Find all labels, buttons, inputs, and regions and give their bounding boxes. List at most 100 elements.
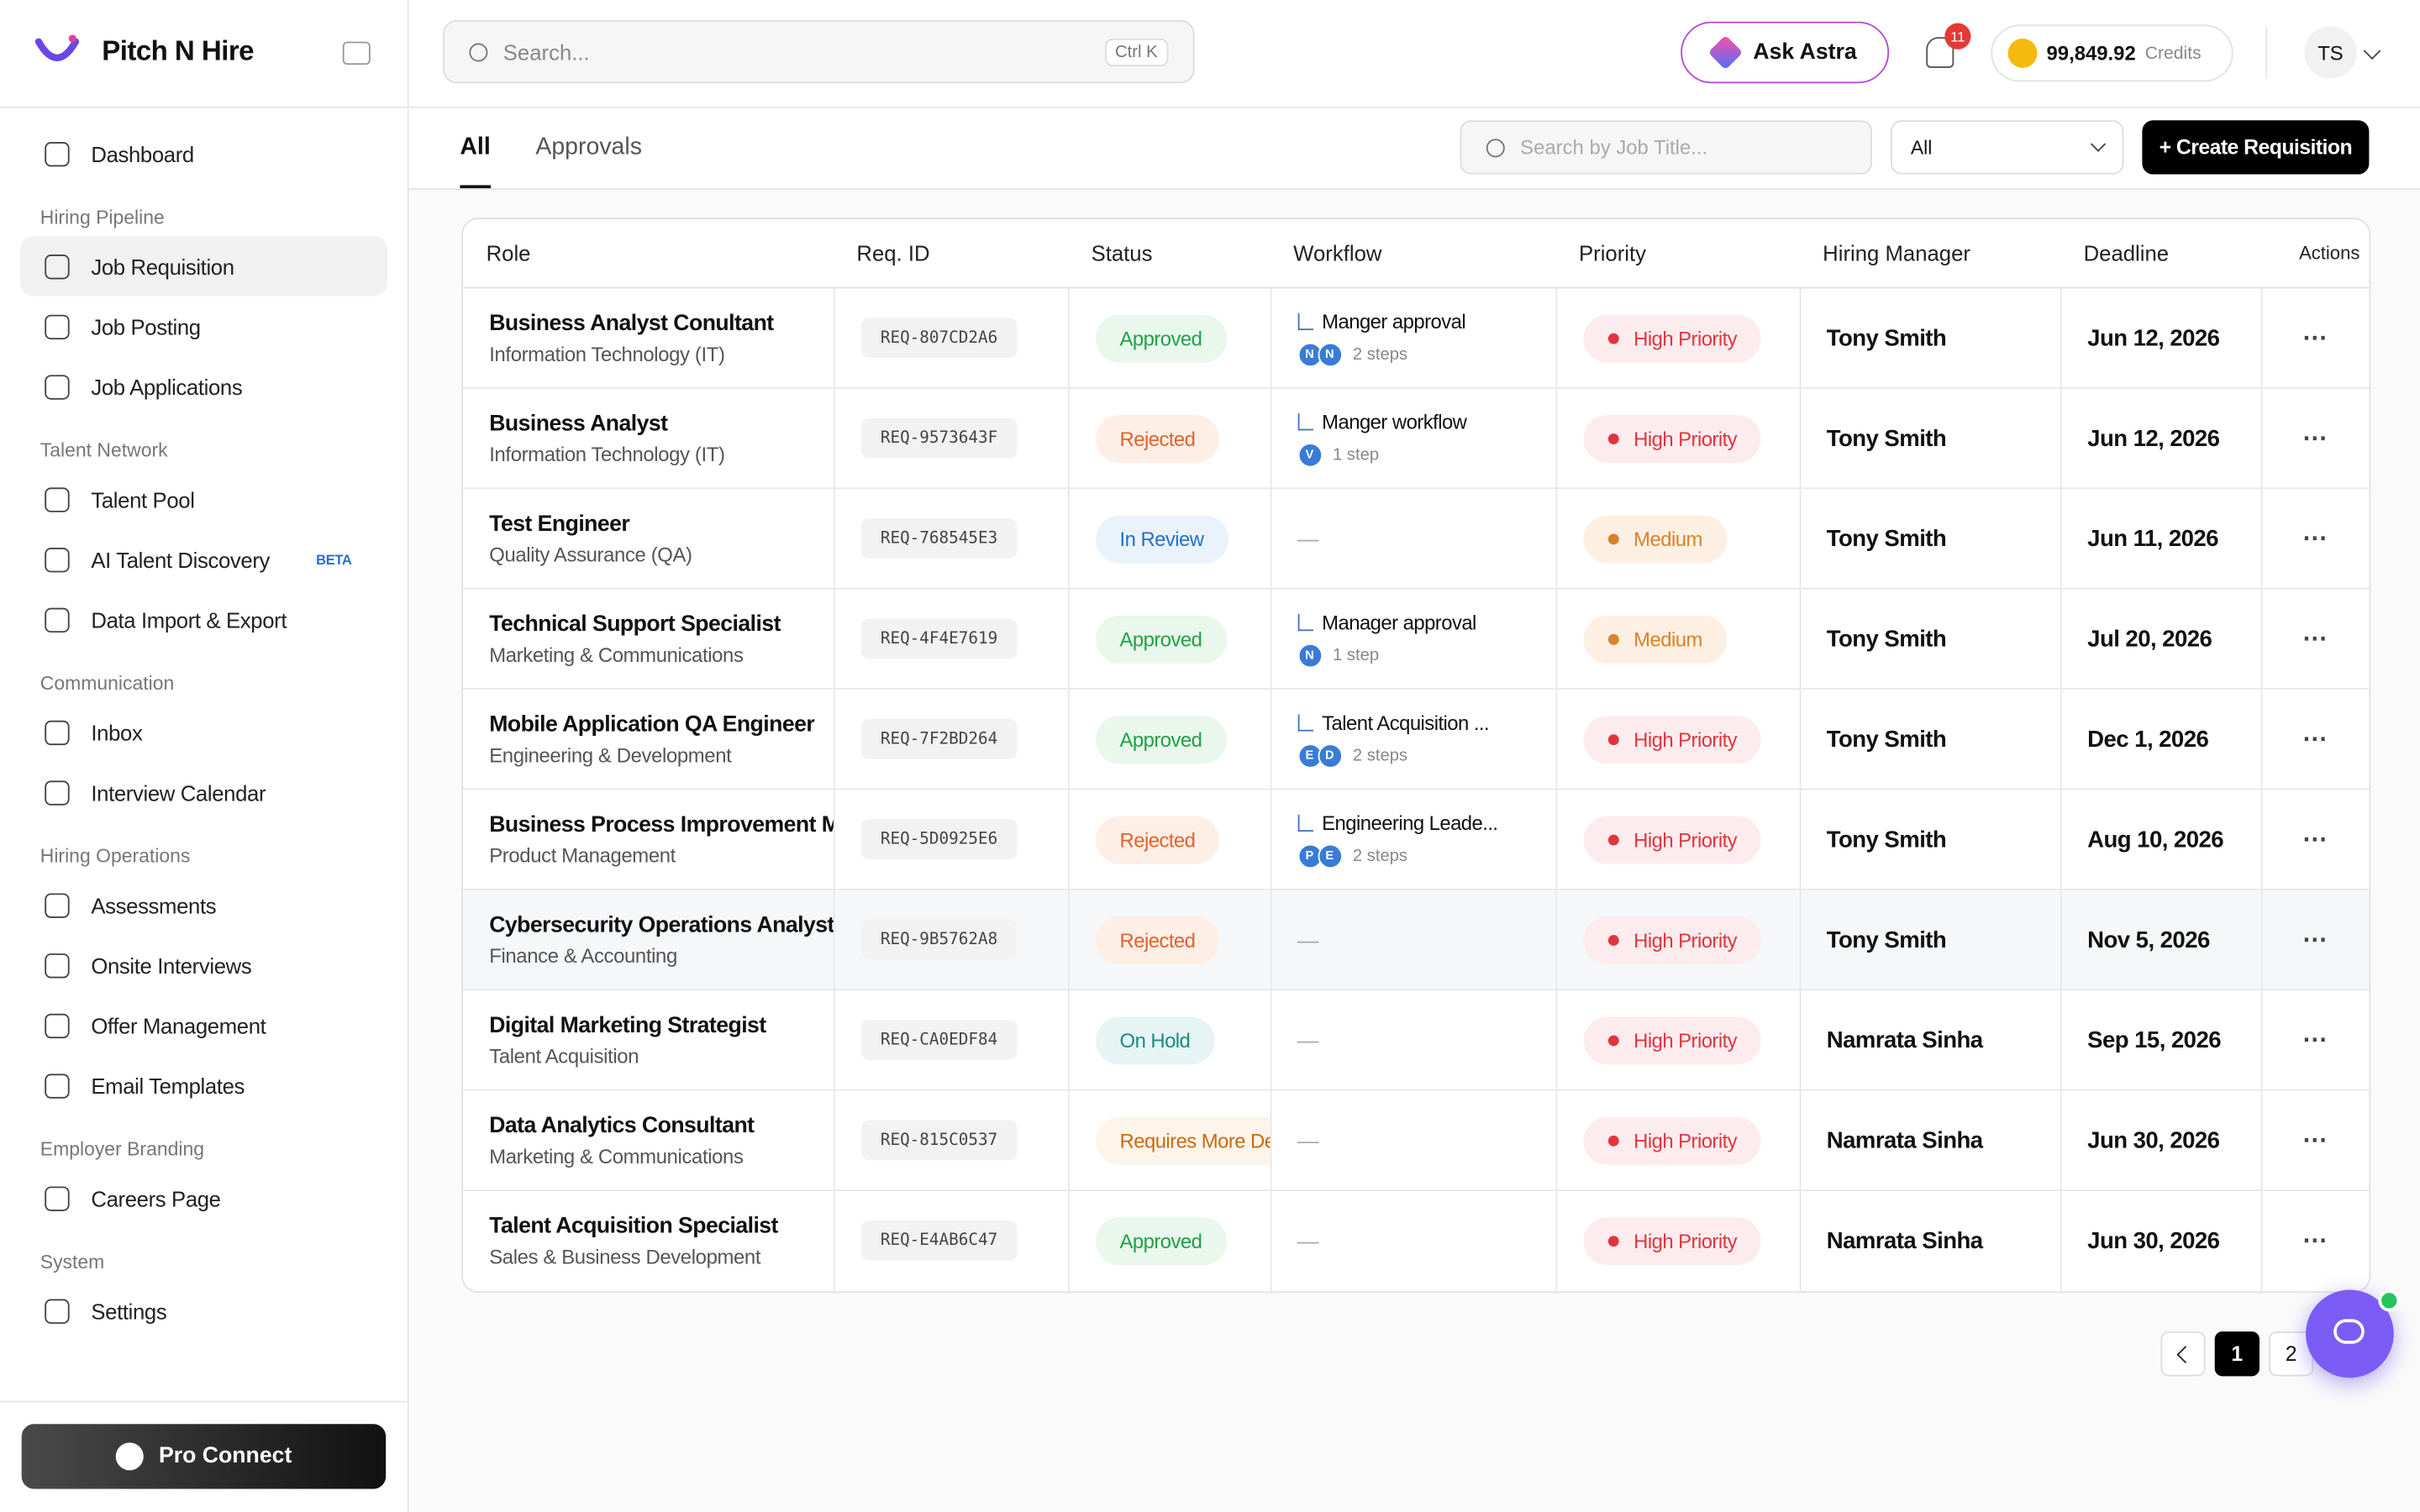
priority-cell: High Priority xyxy=(1555,387,1800,490)
row[interactable]: Mobile Application QA Engineer Engineerin… xyxy=(463,689,2370,790)
label: Settings xyxy=(91,1298,167,1323)
page-button[interactable]: 1 xyxy=(2214,1331,2260,1377)
icon xyxy=(45,892,70,917)
table-body: Business Analyst Conultant Information Te… xyxy=(463,287,2370,1291)
workflow-name: Manger approval xyxy=(1322,309,1466,333)
actions-menu[interactable]: ⋯ xyxy=(2302,626,2329,653)
workflow-name: Manger workflow xyxy=(1322,409,1467,433)
priority-cell: Medium xyxy=(1555,588,1800,690)
deadline: Nov 5, 2026 xyxy=(2087,926,2210,953)
nav-item[interactable]: Email Templates xyxy=(20,1055,387,1116)
priority: High Priority xyxy=(1582,916,1762,964)
nav-item[interactable]: Interview Calendar xyxy=(20,762,387,822)
row[interactable]: Talent Acquisition Specialist Sales & Bus… xyxy=(463,1190,2370,1291)
logo[interactable]: Pitch N Hire xyxy=(34,34,255,67)
row[interactable]: Test Engineer Quality Assurance (QA) REQ-7… xyxy=(463,488,2370,590)
actions-menu[interactable]: ⋯ xyxy=(2302,425,2329,453)
role: Mobile Application QA Engineer xyxy=(489,711,815,738)
actions-menu[interactable]: ⋯ xyxy=(2302,727,2329,753)
deadline: Jul 20, 2026 xyxy=(2087,625,2212,653)
nav-item[interactable]: Onsite Interviews xyxy=(20,935,387,995)
actions-menu[interactable]: ⋯ xyxy=(2302,1127,2329,1154)
step-count: 1 step xyxy=(1333,444,1380,464)
row[interactable]: Cybersecurity Operations Analyst Finance … xyxy=(463,889,2370,991)
label: Job Posting xyxy=(91,313,201,339)
req-id: REQ-815C0537 xyxy=(860,1120,1018,1161)
nav-item[interactable]: Job Applications xyxy=(20,356,387,417)
nav-item[interactable]: Settings xyxy=(20,1280,387,1341)
manager-cell: Tony Smith xyxy=(1798,789,2061,890)
prev-page[interactable] xyxy=(2160,1331,2206,1377)
row[interactable]: Data Analytics Consultant Marketing & Com… xyxy=(463,1089,2370,1191)
row[interactable]: Digital Marketing Strategist Talent Acqui… xyxy=(463,990,2370,1091)
create-requisition-button[interactable]: + Create Requisition xyxy=(2142,120,2370,175)
nav-item[interactable]: Job Requisition xyxy=(19,236,388,297)
nav-item[interactable]: Talent Pool xyxy=(20,469,387,529)
user-avatar[interactable]: TS xyxy=(2304,26,2357,79)
label: Talent Pool xyxy=(91,486,195,512)
icon xyxy=(45,1012,70,1038)
actions-menu[interactable]: ⋯ xyxy=(2302,325,2329,352)
manager-cell: Namrata Sinha xyxy=(1798,1089,2061,1191)
nav-item[interactable]: Careers Page xyxy=(20,1168,387,1228)
tab[interactable]: Approvals xyxy=(535,134,642,161)
online-indicator xyxy=(2378,1289,2401,1312)
status-cell: In Review xyxy=(1067,488,1270,590)
deadline-cell: Jun 12, 2026 xyxy=(2060,287,2261,389)
user-menu[interactable] xyxy=(2363,42,2381,60)
priority-cell: High Priority xyxy=(1555,889,1800,991)
status-cell: Rejected xyxy=(1067,789,1270,890)
nav: Dashboard Hiring Pipeline Job Requisition J… xyxy=(0,123,408,1341)
deadline: Jun 30, 2026 xyxy=(2087,1126,2220,1153)
priority: Medium xyxy=(1582,514,1728,563)
priority: High Priority xyxy=(1582,414,1762,463)
nav-item[interactable]: AI Talent Discovery BETA xyxy=(20,529,387,590)
row[interactable]: Business Process Improvement M Product Ma… xyxy=(463,789,2370,890)
icon xyxy=(45,953,70,978)
nav-item[interactable]: Job Posting xyxy=(20,297,387,357)
actions-menu[interactable]: ⋯ xyxy=(2302,1027,2329,1054)
manager: Tony Smith xyxy=(1826,826,1947,853)
role-cell: Business Analyst Conultant Information Te… xyxy=(463,287,834,389)
req-id: REQ-7F2BD264 xyxy=(860,718,1018,759)
pro-connect-button[interactable]: Pro Connect xyxy=(21,1424,387,1489)
tab[interactable]: All xyxy=(460,134,491,189)
credits[interactable]: 99,849.92 Credits xyxy=(1991,24,2233,82)
row[interactable]: Business Analyst Conultant Information Te… xyxy=(463,287,2370,389)
nav-item[interactable]: Dashboard xyxy=(20,123,387,184)
icon xyxy=(45,374,70,399)
actions-menu[interactable]: ⋯ xyxy=(2302,927,2329,954)
notifications[interactable] xyxy=(1926,37,1954,68)
nav-item[interactable]: Data Import & Export xyxy=(20,590,387,650)
req-id: REQ-807CD2A6 xyxy=(860,318,1018,359)
nav-item[interactable]: Assessments xyxy=(20,874,387,935)
sidebar: Pitch N Hire Dashboard Hiring Pipeline Job… xyxy=(0,0,409,1512)
priority: High Priority xyxy=(1582,815,1762,864)
section-title: Hiring Operations xyxy=(39,845,191,868)
ask-astra-button[interactable]: Ask Astra xyxy=(1681,21,1890,84)
role: Digital Marketing Strategist xyxy=(489,1012,766,1038)
job-search[interactable]: Search by Job Title... xyxy=(1460,120,1872,175)
nav-item[interactable]: Inbox xyxy=(20,702,387,763)
actions-menu[interactable]: ⋯ xyxy=(2302,1228,2329,1255)
nav-item[interactable]: Offer Management xyxy=(20,995,387,1056)
req-id: REQ-9B5762A8 xyxy=(860,919,1018,960)
id-cell: REQ-4F4E7619 xyxy=(832,588,1069,690)
filter-dropdown[interactable]: All xyxy=(1890,120,2124,175)
label: Careers Page xyxy=(91,1185,221,1210)
priority-cell: High Priority xyxy=(1555,689,1800,790)
manager: Namrata Sinha xyxy=(1826,1126,1983,1153)
icon xyxy=(45,486,70,512)
row[interactable]: Business Analyst Information Technology (… xyxy=(463,387,2370,490)
row[interactable]: Technical Support Specialist Marketing & … xyxy=(463,588,2370,690)
actions-menu[interactable]: ⋯ xyxy=(2302,526,2329,553)
collapse-button[interactable] xyxy=(342,41,371,66)
workflow: Manger workflow xyxy=(1297,410,1529,433)
deadline: Jun 11, 2026 xyxy=(2087,525,2218,552)
actions-menu[interactable]: ⋯ xyxy=(2302,827,2329,853)
department: Engineering & Development xyxy=(489,743,732,766)
empty: — xyxy=(1297,1027,1319,1053)
section-title: System xyxy=(39,1251,105,1273)
global-search[interactable]: Search... Ctrl K xyxy=(443,19,1195,84)
manager-cell: Tony Smith xyxy=(1798,387,2061,490)
